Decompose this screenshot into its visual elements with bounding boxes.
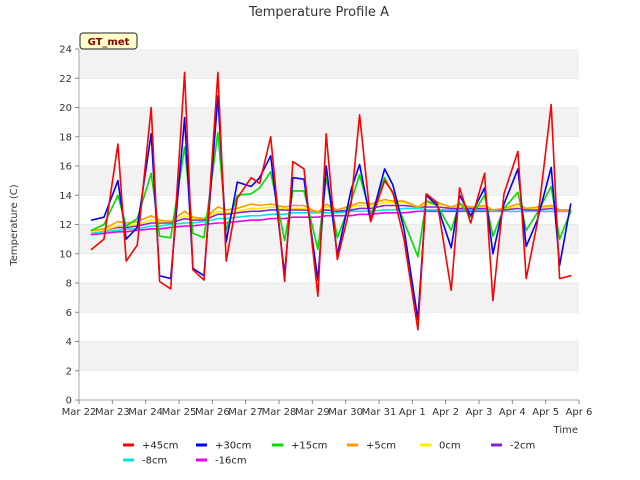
series-line-45cm — [90, 71, 572, 331]
y-tick-label: 8 — [66, 279, 72, 290]
y-tick-label: 0 — [66, 396, 72, 407]
legend-item: +5cm — [347, 441, 396, 452]
x-tick-label: Apr 2 — [432, 407, 459, 418]
legend-item: -8cm — [123, 456, 167, 467]
badge-label: GT_met — [88, 37, 130, 48]
y-tick-label: 10 — [59, 249, 72, 260]
y-tick-label: 6 — [66, 308, 72, 319]
legend-label: -8cm — [142, 456, 167, 467]
legend-item: -2cm — [491, 441, 535, 452]
x-tick-label: Apr 1 — [399, 407, 426, 418]
gt-met-badge: GT_met — [79, 32, 138, 50]
y-tick-label: 20 — [59, 103, 72, 114]
legend-item: 0cm — [420, 441, 461, 452]
x-tick-label: Mar 23 — [95, 407, 130, 418]
x-tick-label: Apr 4 — [499, 407, 526, 418]
y-tick-label: 16 — [59, 162, 72, 173]
x-tick-label: Mar 27 — [228, 407, 263, 418]
x-tick-label: Apr 6 — [566, 407, 593, 418]
grid-band — [79, 341, 579, 371]
y-axis-title: Temperature (C) — [9, 184, 20, 266]
plot-background — [79, 49, 579, 401]
y-tick-label: 12 — [59, 220, 72, 231]
y-tick-label: 24 — [59, 45, 72, 56]
grid-band — [79, 312, 579, 342]
x-tick-label: Mar 28 — [262, 407, 297, 418]
x-tick-label: Apr 3 — [466, 407, 493, 418]
legend-item: +15cm — [272, 441, 327, 452]
y-tick-label: 2 — [66, 366, 72, 377]
x-tick-label: Mar 24 — [128, 407, 163, 418]
grid-band — [79, 49, 579, 79]
grid-band — [79, 78, 579, 108]
x-axis-title: Time — [553, 425, 578, 436]
x-tick-label: Mar 31 — [362, 407, 397, 418]
y-tick-label: 18 — [59, 132, 72, 143]
x-tick-label: Apr 5 — [532, 407, 559, 418]
x-tick-label: Mar 22 — [62, 407, 97, 418]
legend-label: -2cm — [510, 441, 535, 452]
badge-box — [79, 32, 138, 50]
legend: +45cm +30cm +15cm +5cm 0cm -2cm -8cm -16cm — [123, 441, 535, 467]
y-tick-label: 14 — [59, 191, 72, 202]
legend-label: +15cm — [291, 441, 327, 452]
legend-label: +45cm — [142, 441, 178, 452]
x-tick-label: Mar 30 — [328, 407, 363, 418]
legend-item: -16cm — [196, 456, 247, 467]
chart-title: Temperature Profile A — [248, 5, 389, 20]
y-tick-label: 4 — [66, 337, 72, 348]
grid-band — [79, 283, 579, 313]
legend-label: +30cm — [215, 441, 251, 452]
x-tick-label: Mar 29 — [295, 407, 330, 418]
legend-label: -16cm — [215, 456, 247, 467]
series-layer — [90, 71, 572, 331]
legend-label: +5cm — [366, 441, 396, 452]
grid-band — [79, 253, 579, 283]
legend-item: +30cm — [196, 441, 251, 452]
grid-band — [79, 107, 579, 137]
legend-label: 0cm — [439, 441, 461, 452]
x-tick-label: Mar 26 — [195, 407, 230, 418]
x-tick-label: Mar 25 — [162, 407, 197, 418]
legend-item: +45cm — [123, 441, 178, 452]
y-tick-label: 22 — [59, 74, 72, 85]
grid-band — [79, 370, 579, 400]
